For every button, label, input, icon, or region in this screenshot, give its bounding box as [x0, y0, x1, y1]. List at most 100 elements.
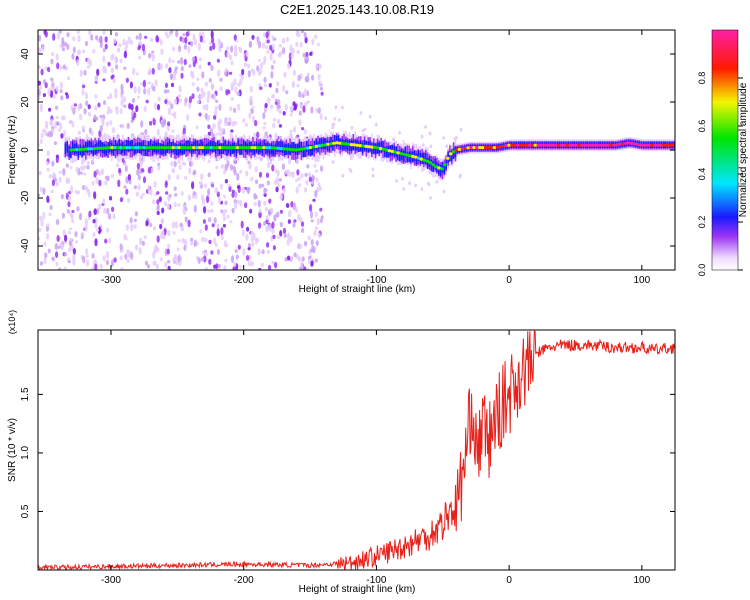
spectrogram-noise-cell: [268, 223, 272, 232]
spectrogram-noise-cell: [43, 257, 47, 265]
spectrogram-core-cell: [539, 143, 543, 147]
spectrogram-noise-cell: [324, 116, 328, 120]
spectrogram-band-cell: [315, 139, 317, 150]
spectrogram-band-cell: [452, 148, 455, 160]
spectrogram-noise-cell: [38, 47, 42, 55]
spectrogram-noise-cell: [206, 209, 211, 213]
spectrogram-noise-cell: [277, 183, 281, 187]
spectrogram-core-cell: [574, 143, 579, 147]
spectrogram-noise-cell: [75, 240, 79, 244]
spectrogram-noise-cell: [104, 36, 108, 43]
spectrogram-core-cell: [375, 146, 380, 150]
spectrogram-core-cell: [670, 143, 675, 147]
spectrogram-noise-cell: [445, 144, 449, 148]
snr-plot-area: [38, 330, 675, 570]
spectrogram-core-cell: [148, 146, 152, 150]
colorbar-ticks: 0.0 0.2 0.4 0.6 0.8: [697, 72, 743, 276]
spectrogram-core-cell: [536, 143, 541, 147]
spectrogram-noise-cell: [180, 72, 184, 79]
spectrogram-noise-cell: [223, 265, 227, 270]
spectrogram-noise-cell: [128, 102, 132, 110]
spectrogram-core-cell: [486, 146, 491, 150]
spectrogram-core-cell: [621, 142, 625, 146]
spectrogram-noise-cell: [170, 103, 174, 110]
spectrogram-core-cell: [656, 143, 660, 147]
spectrogram-noise-cell: [83, 172, 87, 176]
spectrogram-noise-cell: [137, 95, 141, 99]
spectrogram-band-cell: [404, 146, 407, 158]
spectrogram-noise-cell: [67, 200, 71, 208]
spectrogram-noise-cell: [261, 183, 265, 188]
spectrogram-core-cell: [440, 167, 444, 171]
spectrogram-noise-cell: [198, 64, 202, 70]
spectrogram-core-cell: [314, 144, 319, 148]
spectrogram-noise-cell: [61, 212, 65, 219]
spectrogram-noise-cell: [247, 70, 251, 78]
spectrogram-noise-cell: [180, 66, 184, 72]
spectrogram-noise-cell: [74, 190, 78, 195]
spectrogram-noise-cell: [167, 173, 171, 181]
spectrogram-noise-cell: [144, 260, 149, 266]
spectrogram-core-cell: [472, 146, 476, 150]
spectrogram-noise-cell: [55, 85, 59, 92]
spectrogram-core-cell: [364, 144, 368, 148]
spectrogram-noise-cell: [306, 75, 310, 83]
spectrogram-core-cell: [300, 147, 304, 151]
spectrogram-core-cell: [609, 143, 614, 147]
spectrogram-noise-cell: [277, 99, 281, 105]
spectrogram-noise-cell: [77, 35, 81, 43]
spectrogram-core-cell: [554, 143, 558, 147]
spectrogram-x-tick-label: -200: [234, 275, 254, 286]
spectrogram-noise-cell: [304, 101, 308, 107]
spectrogram-noise-cell: [62, 64, 66, 70]
spectrogram-noise-cell: [313, 230, 317, 237]
spectrogram-noise-cell: [155, 246, 159, 252]
spectrogram-noise-cell: [170, 30, 174, 34]
spectrogram-noise-cell: [257, 58, 261, 62]
spectrogram-noise-cell: [320, 165, 324, 173]
spectrogram-band-cell: [239, 144, 241, 155]
spectrogram-noise-cell: [197, 257, 201, 264]
spectrogram-band-cell: [129, 140, 132, 152]
spectrogram-noise-cell: [106, 228, 110, 233]
spectrogram-band-cell: [443, 163, 446, 174]
spectrogram-noise-cell: [216, 228, 220, 237]
spectrogram-noise-cell: [279, 230, 283, 237]
spectrogram-core-cell: [259, 146, 263, 150]
spectrogram-noise-cell: [215, 99, 219, 104]
spectrogram-noise-cell: [257, 199, 261, 208]
spectrogram-band-cell: [98, 140, 100, 152]
spectrogram-noise-cell: [226, 46, 230, 51]
spectrogram-noise-cell: [250, 260, 254, 267]
spectrogram-core-cell: [667, 143, 672, 147]
spectrogram-noise-cell: [249, 85, 253, 93]
spectrogram-noise-cell: [159, 38, 163, 46]
spectrogram-noise-cell: [250, 230, 254, 237]
spectrogram-noise-cell: [120, 83, 124, 92]
spectrogram-noise-cell: [84, 218, 88, 227]
spectrogram-band-cell: [332, 140, 334, 151]
spectrogram-noise-cell: [167, 107, 172, 116]
spectrogram-noise-cell: [213, 115, 217, 120]
spectrogram-noise-cell: [333, 117, 337, 121]
spectrogram-noise-cell: [210, 208, 214, 213]
spectrogram-band-cell: [237, 140, 239, 151]
spectrogram-noise-cell: [242, 118, 246, 123]
spectrogram-noise-cell: [241, 229, 245, 237]
spectrogram-noise-cell: [247, 247, 251, 251]
spectrogram-noise-cell: [210, 201, 214, 206]
spectrogram-noise-cell: [156, 210, 160, 216]
spectrogram-noise-cell: [213, 217, 217, 224]
spectrogram-noise-cell: [283, 71, 287, 78]
spectrogram-noise-cell: [265, 172, 270, 178]
spectrogram-noise-cell: [318, 186, 323, 191]
spectrogram-noise-cell: [105, 251, 110, 259]
spectrogram-core-cell: [194, 146, 199, 150]
spectrogram-noise-cell: [110, 67, 114, 74]
spectrogram-core-cell: [411, 154, 415, 158]
spectrogram-noise-cell: [203, 206, 207, 214]
spectrogram-noise-cell: [229, 71, 233, 75]
spectrogram-noise-cell: [71, 219, 75, 224]
spectrogram-core-cell: [81, 147, 85, 151]
